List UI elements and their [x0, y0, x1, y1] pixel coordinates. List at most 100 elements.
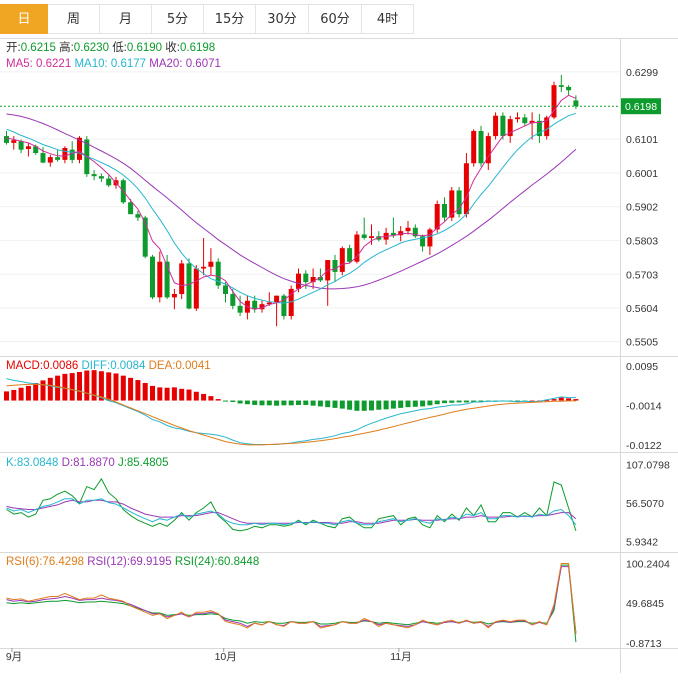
price-grid: [0, 71, 620, 343]
macd-bar: [55, 375, 61, 401]
candle-body: [485, 136, 491, 164]
macd-bar: [412, 400, 418, 407]
candle-body: [77, 137, 82, 160]
candle-body: [4, 136, 9, 143]
macd-bar: [150, 385, 155, 401]
candle-body: [55, 157, 61, 160]
price-tick-label: 0.6101: [626, 134, 658, 146]
candle-body: [376, 236, 382, 240]
tab-1[interactable]: 周: [48, 4, 100, 34]
macd-bar: [171, 387, 177, 401]
candle-body: [11, 140, 17, 143]
macd-bar: [91, 370, 97, 401]
readout-label: D:: [62, 457, 74, 469]
d-line: [6, 499, 577, 524]
readout-value: 0.6198: [180, 42, 215, 54]
macd-tick-label: 0.0095: [626, 361, 658, 373]
candle-body: [536, 120, 542, 137]
candle-body: [62, 147, 68, 160]
macd-bar: [317, 400, 323, 407]
candle-body: [347, 248, 353, 262]
kdj-tick-label: 107.0798: [626, 459, 670, 471]
macd-bar: [252, 400, 258, 405]
macd-bar: [186, 389, 192, 401]
candle-body: [500, 115, 506, 137]
macd-bar: [427, 400, 433, 406]
macd-bar: [201, 393, 207, 401]
tab-3[interactable]: 5分: [152, 4, 204, 34]
tab-2[interactable]: 月: [100, 4, 152, 34]
macd-bar: [456, 400, 462, 403]
candle-body: [223, 285, 228, 294]
readout-value: 0.6215: [21, 42, 56, 54]
macd-bar: [164, 387, 170, 401]
macd-bar: [463, 400, 469, 403]
readout-value: 0.0086: [43, 360, 78, 372]
candle-body: [427, 229, 433, 247]
candle-body: [98, 176, 104, 179]
candle-body: [456, 190, 462, 215]
candle-body: [522, 117, 528, 124]
readout-value: 0.6190: [127, 42, 162, 54]
candle-body: [274, 295, 280, 303]
macd-bar: [405, 400, 411, 408]
macd-bar: [442, 400, 447, 404]
macd-bar: [259, 400, 265, 406]
macd-bar: [376, 400, 382, 410]
macd-bar: [25, 385, 31, 401]
readout-label: MACD:: [6, 360, 43, 372]
candle-body: [237, 305, 243, 313]
candle-body: [252, 300, 258, 310]
macd-bar: [230, 400, 236, 403]
candle-body: [398, 231, 404, 236]
tab-4[interactable]: 15分: [204, 4, 256, 34]
readout-label: DIFF:: [81, 360, 110, 372]
readout-value: 81.8870: [73, 457, 115, 469]
tab-7[interactable]: 4时: [362, 4, 414, 34]
readout-label: 开:: [6, 42, 21, 54]
candle-body: [230, 293, 236, 306]
candle-body: [493, 115, 499, 137]
macd-bar: [215, 399, 221, 401]
macd-bar: [420, 400, 426, 407]
readout-value: 85.4805: [127, 457, 169, 469]
readout-label: MA10:: [74, 58, 110, 70]
j-line: [6, 477, 577, 532]
readout-value: 0.6230: [74, 42, 109, 54]
ma5-line: [6, 94, 577, 310]
candle-body: [317, 277, 323, 281]
macd-bar: [77, 371, 82, 401]
rsi-tick-label: 100.2404: [626, 558, 670, 570]
price-tick-label: 0.6001: [626, 168, 658, 180]
ma-readout: MA5: 0.6221 MA10: 0.6177 MA20: 0.6071: [6, 58, 221, 70]
candle-body: [339, 248, 345, 272]
macd-bar: [471, 400, 477, 403]
readout-value: 0.0084: [110, 360, 146, 372]
macd-bar: [515, 400, 520, 402]
candle-body: [361, 234, 367, 238]
macd-bar: [361, 400, 367, 411]
macd-bar: [142, 382, 148, 401]
candle-body: [463, 163, 469, 215]
macd-tick-label: -0.0122: [626, 440, 662, 452]
macd-bar: [325, 400, 331, 408]
tab-5[interactable]: 30分: [256, 4, 309, 34]
price-tick-label: 0.5604: [626, 303, 658, 315]
candle-body: [106, 178, 112, 186]
macd-bar: [47, 377, 53, 401]
readout-label: DEA:: [149, 360, 176, 372]
macd-bar: [11, 389, 17, 401]
candle-body: [69, 149, 75, 160]
readout-value: 0.0041: [175, 360, 210, 372]
macd-bar: [434, 400, 440, 405]
readout-value: 69.9195: [130, 556, 172, 568]
macd-bar: [113, 373, 119, 401]
macd-bar: [332, 400, 338, 408]
readout-label: J:: [118, 457, 127, 469]
candle-body: [215, 261, 221, 286]
date-tick-label: 10月: [215, 651, 237, 663]
tab-6[interactable]: 60分: [309, 4, 362, 34]
k-line: [6, 498, 577, 526]
candle-body: [303, 273, 309, 283]
tab-0[interactable]: 日: [0, 4, 48, 34]
